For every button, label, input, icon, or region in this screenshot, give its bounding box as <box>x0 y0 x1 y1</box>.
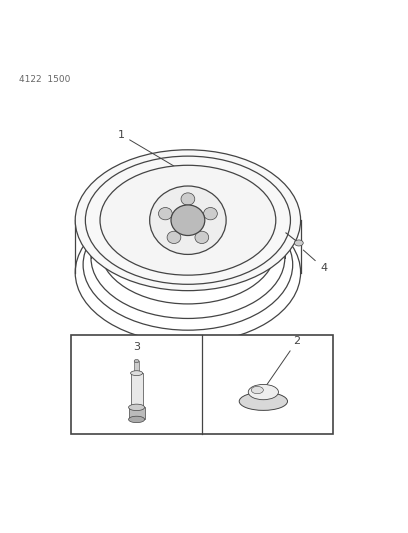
Ellipse shape <box>251 386 263 394</box>
Ellipse shape <box>295 240 303 246</box>
Text: 2: 2 <box>267 336 301 384</box>
Bar <box>131 373 143 407</box>
Ellipse shape <box>239 392 288 410</box>
Ellipse shape <box>195 231 209 244</box>
Ellipse shape <box>248 384 278 400</box>
Ellipse shape <box>150 186 226 254</box>
Bar <box>71 335 333 433</box>
Text: 3: 3 <box>133 342 140 352</box>
Text: 4122  1500: 4122 1500 <box>19 75 70 84</box>
Ellipse shape <box>204 207 217 220</box>
Ellipse shape <box>100 165 276 275</box>
Text: 1: 1 <box>118 130 182 171</box>
Ellipse shape <box>134 359 139 362</box>
Bar <box>129 407 145 419</box>
Text: 4: 4 <box>303 250 327 273</box>
Ellipse shape <box>158 207 172 220</box>
Ellipse shape <box>181 193 195 205</box>
Bar <box>134 361 139 373</box>
Ellipse shape <box>171 205 205 236</box>
Ellipse shape <box>129 416 145 423</box>
Ellipse shape <box>75 150 301 290</box>
Ellipse shape <box>129 404 145 410</box>
Ellipse shape <box>131 371 143 376</box>
Ellipse shape <box>167 231 181 244</box>
